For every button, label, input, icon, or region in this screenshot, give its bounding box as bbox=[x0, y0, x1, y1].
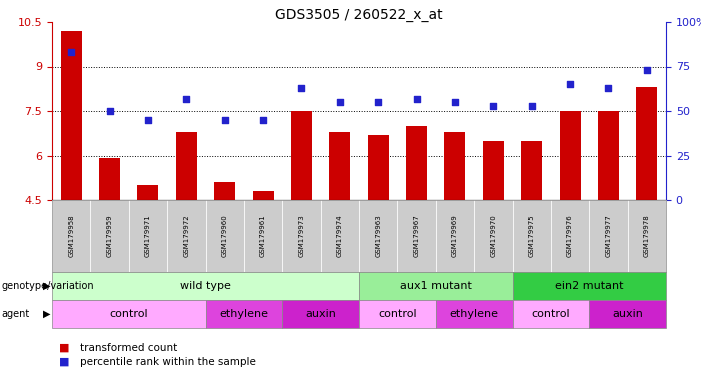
Bar bbox=[559, 111, 580, 200]
Text: control: control bbox=[109, 309, 148, 319]
Point bbox=[449, 99, 461, 105]
Point bbox=[104, 108, 115, 114]
Text: GSM179972: GSM179972 bbox=[184, 215, 189, 257]
Point bbox=[411, 96, 422, 102]
Text: GSM179958: GSM179958 bbox=[68, 215, 74, 257]
Text: GSM179978: GSM179978 bbox=[644, 215, 650, 257]
Point bbox=[66, 49, 77, 55]
Text: control: control bbox=[531, 309, 570, 319]
Point bbox=[181, 96, 192, 102]
Bar bbox=[214, 182, 236, 200]
Text: ethylene: ethylene bbox=[219, 309, 268, 319]
Text: GSM179967: GSM179967 bbox=[414, 215, 420, 257]
Text: GSM179975: GSM179975 bbox=[529, 215, 535, 257]
Bar bbox=[60, 31, 82, 200]
Point bbox=[488, 103, 499, 109]
Bar bbox=[329, 132, 350, 200]
Text: GSM179970: GSM179970 bbox=[490, 215, 496, 257]
Point bbox=[296, 85, 307, 91]
Text: percentile rank within the sample: percentile rank within the sample bbox=[80, 357, 256, 367]
Text: GSM179971: GSM179971 bbox=[145, 215, 151, 257]
Text: GSM179969: GSM179969 bbox=[452, 215, 458, 257]
Point bbox=[257, 117, 268, 123]
Text: ▶: ▶ bbox=[43, 281, 50, 291]
Text: GSM179977: GSM179977 bbox=[606, 215, 611, 257]
Text: GSM179960: GSM179960 bbox=[222, 215, 228, 257]
Text: ■: ■ bbox=[59, 357, 69, 367]
Text: GSM179976: GSM179976 bbox=[567, 215, 573, 257]
Bar bbox=[406, 126, 427, 200]
Bar bbox=[521, 141, 543, 200]
Text: control: control bbox=[378, 309, 416, 319]
Text: GSM179959: GSM179959 bbox=[107, 215, 113, 257]
Text: auxin: auxin bbox=[612, 309, 643, 319]
Point bbox=[142, 117, 154, 123]
Text: auxin: auxin bbox=[305, 309, 336, 319]
Text: genotype/variation: genotype/variation bbox=[1, 281, 94, 291]
Point bbox=[219, 117, 231, 123]
Text: GSM179961: GSM179961 bbox=[260, 215, 266, 257]
Bar bbox=[444, 132, 465, 200]
Bar bbox=[99, 159, 120, 200]
Point bbox=[564, 81, 576, 88]
Bar bbox=[367, 135, 389, 200]
Point bbox=[334, 99, 346, 105]
Point bbox=[603, 85, 614, 91]
Point bbox=[641, 67, 653, 73]
Text: GDS3505 / 260522_x_at: GDS3505 / 260522_x_at bbox=[275, 8, 443, 22]
Text: ■: ■ bbox=[59, 343, 69, 353]
Bar bbox=[176, 132, 197, 200]
Point bbox=[526, 103, 537, 109]
Text: ein2 mutant: ein2 mutant bbox=[555, 281, 623, 291]
Bar bbox=[483, 141, 504, 200]
Point bbox=[372, 99, 383, 105]
Text: GSM179974: GSM179974 bbox=[336, 215, 343, 257]
Text: GSM179973: GSM179973 bbox=[299, 215, 304, 257]
Text: transformed count: transformed count bbox=[80, 343, 177, 353]
Text: ▶: ▶ bbox=[43, 309, 50, 319]
Bar bbox=[137, 185, 158, 200]
Bar bbox=[252, 191, 273, 200]
Bar bbox=[637, 87, 658, 200]
Text: aux1 mutant: aux1 mutant bbox=[400, 281, 472, 291]
Bar bbox=[291, 111, 312, 200]
Bar bbox=[598, 111, 619, 200]
Text: GSM179963: GSM179963 bbox=[375, 215, 381, 257]
Text: wild type: wild type bbox=[180, 281, 231, 291]
Text: agent: agent bbox=[1, 309, 29, 319]
Text: ethylene: ethylene bbox=[449, 309, 498, 319]
